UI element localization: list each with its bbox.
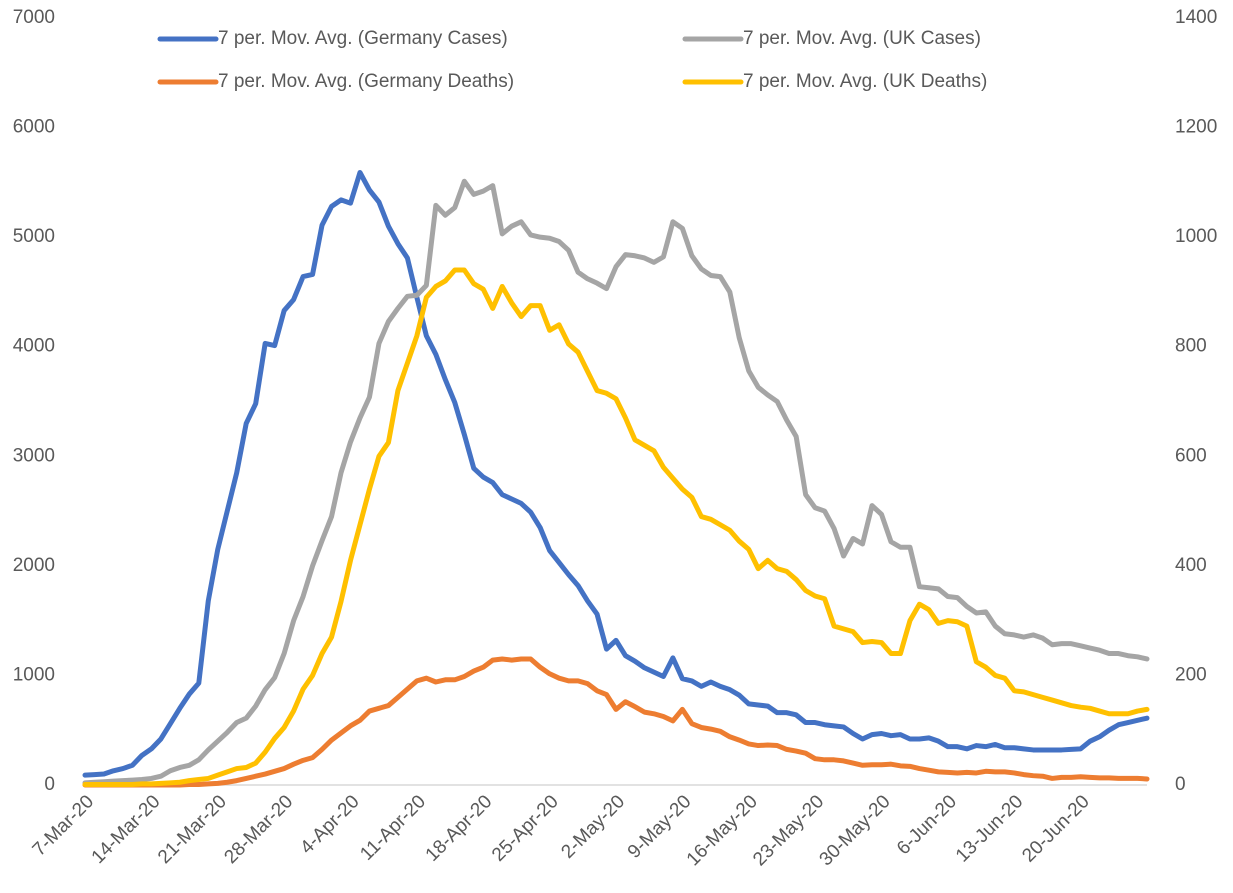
series-line bbox=[82, 178, 1150, 786]
series-line bbox=[82, 267, 1150, 787]
y-tick-label: 0 bbox=[44, 774, 55, 795]
x-tick-label: 20-Jun-20 bbox=[1018, 791, 1093, 866]
x-tick-label: 23-May-20 bbox=[749, 791, 828, 870]
x-tick-label: 2-May-20 bbox=[557, 791, 629, 863]
x-tick-label: 18-Apr-20 bbox=[422, 791, 497, 866]
y2-tick-label: 600 bbox=[1175, 445, 1207, 466]
x-tick-label: 25-Apr-20 bbox=[488, 791, 563, 866]
y-tick-label: 5000 bbox=[13, 226, 55, 247]
x-tick-label: 14-Mar-20 bbox=[88, 791, 165, 868]
y-tick-label: 7000 bbox=[13, 7, 55, 28]
y2-tick-label: 1400 bbox=[1175, 7, 1217, 28]
series-line bbox=[82, 170, 1150, 778]
y-tick-label: 1000 bbox=[13, 664, 55, 685]
x-tick-label: 30-May-20 bbox=[816, 791, 895, 870]
legend-label: 7 per. Mov. Avg. (Germany Cases) bbox=[218, 28, 508, 49]
y-tick-label: 2000 bbox=[13, 555, 55, 576]
y2-tick-label: 1200 bbox=[1175, 117, 1217, 138]
y-tick-label: 6000 bbox=[13, 117, 55, 138]
x-tick-label: 21-Mar-20 bbox=[154, 791, 231, 868]
y2-tick-label: 1000 bbox=[1175, 226, 1217, 247]
x-tick-label: 4-Apr-20 bbox=[296, 791, 363, 858]
y2-tick-label: 200 bbox=[1175, 664, 1207, 685]
x-tick-label: 11-Apr-20 bbox=[356, 791, 430, 865]
x-tick-label: 7-Mar-20 bbox=[29, 791, 98, 860]
y-tick-label: 4000 bbox=[13, 336, 55, 357]
y2-tick-label: 800 bbox=[1175, 336, 1207, 357]
y2-tick-label: 400 bbox=[1175, 555, 1207, 576]
x-tick-label: 13-Jun-20 bbox=[952, 791, 1027, 866]
y-tick-label: 3000 bbox=[13, 445, 55, 466]
legend-label: 7 per. Mov. Avg. (UK Deaths) bbox=[743, 71, 987, 92]
y2-tick-label: 0 bbox=[1175, 774, 1186, 795]
series-line bbox=[82, 656, 1150, 788]
x-tick-label: 9-May-20 bbox=[624, 791, 696, 863]
x-tick-label: 28-Mar-20 bbox=[220, 791, 297, 868]
x-tick-label: 16-May-20 bbox=[683, 791, 762, 870]
legend-label: 7 per. Mov. Avg. (Germany Deaths) bbox=[218, 71, 514, 92]
legend-label: 7 per. Mov. Avg. (UK Cases) bbox=[743, 28, 981, 49]
x-tick-label: 6-Jun-20 bbox=[893, 791, 961, 859]
